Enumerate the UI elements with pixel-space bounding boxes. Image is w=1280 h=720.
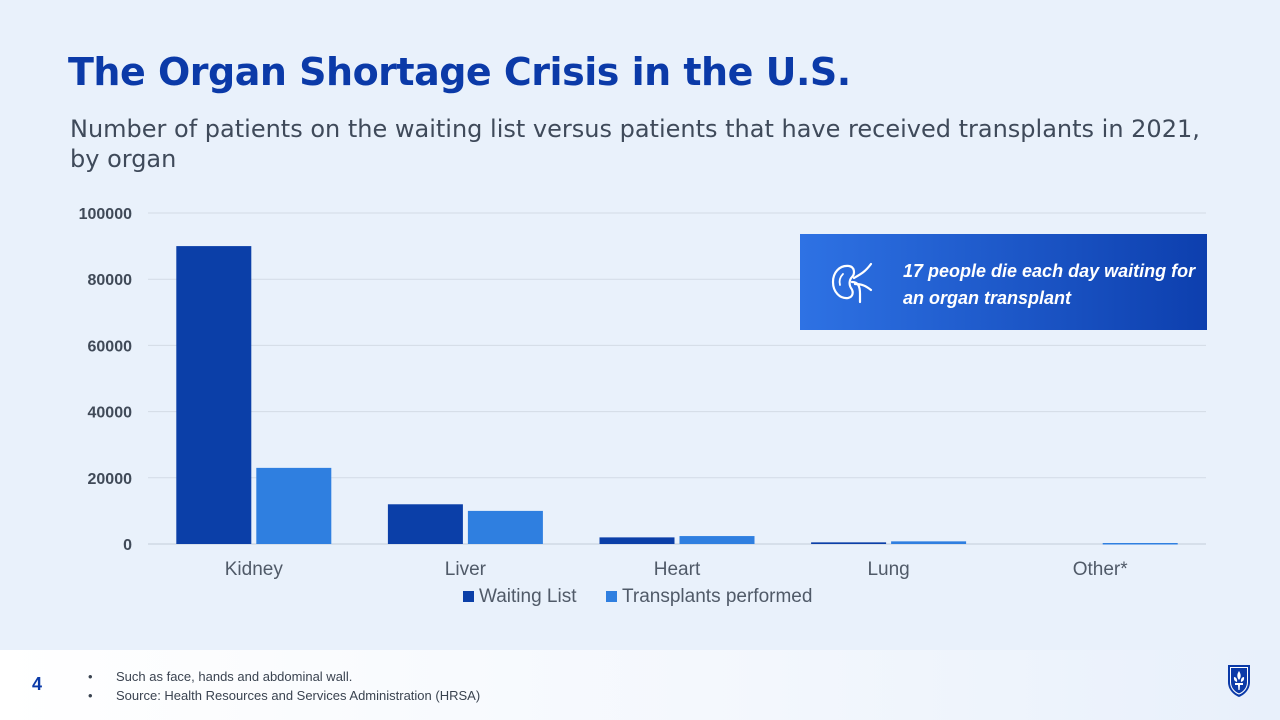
- y-tick-label: 60000: [88, 338, 133, 355]
- legend-swatch: [606, 591, 617, 602]
- footnotes: Such as face, hands and abdominal wall. …: [88, 667, 480, 705]
- page-number: 4: [32, 674, 43, 694]
- x-category-label: Liver: [445, 559, 487, 580]
- bar-waiting-list: [599, 537, 675, 544]
- legend-entry: Transplants performed: [622, 586, 812, 607]
- x-category-label: Lung: [867, 559, 909, 580]
- footer: 4 Such as face, hands and abdominal wall…: [0, 650, 1280, 720]
- y-tick-label: 0: [123, 537, 132, 554]
- y-tick-label: 20000: [88, 471, 133, 488]
- bar-waiting-list: [387, 504, 463, 544]
- callout-text: 17 people die each day waiting for an or…: [903, 261, 1196, 308]
- footnote-item: Such as face, hands and abdominal wall.: [88, 667, 480, 686]
- bar-chart: 100000 80000 60000 40000 20000 0 Kidney Liver He…: [79, 206, 1206, 607]
- legend-swatch: [463, 591, 474, 602]
- y-tick-label: 80000: [88, 272, 133, 289]
- x-category-label: Kidney: [225, 559, 284, 580]
- x-category-label: Other*: [1073, 559, 1129, 580]
- x-category-label: Heart: [654, 559, 701, 580]
- legend-entry: Waiting List: [479, 586, 577, 607]
- y-tick-label: 40000: [88, 405, 133, 422]
- bar-waiting-list: [811, 542, 887, 544]
- footnote-item: Source: Health Resources and Services Ad…: [88, 686, 480, 705]
- slide-subtitle: Number of patients on the waiting list v…: [70, 115, 1200, 173]
- bar-transplants: [1102, 543, 1178, 545]
- shield-crest-icon: [1228, 665, 1250, 697]
- bar-transplants: [256, 467, 332, 544]
- bar-waiting-list: [176, 246, 252, 544]
- bar-transplants: [891, 541, 967, 544]
- bar-transplants: [467, 510, 543, 544]
- bar-transplants: [679, 536, 755, 544]
- slide-title: The Organ Shortage Crisis in the U.S.: [68, 50, 851, 94]
- kidney-icon: [831, 262, 873, 304]
- death-statistic-callout: 17 people die each day waiting for an or…: [800, 234, 1207, 330]
- y-tick-label: 100000: [79, 206, 132, 223]
